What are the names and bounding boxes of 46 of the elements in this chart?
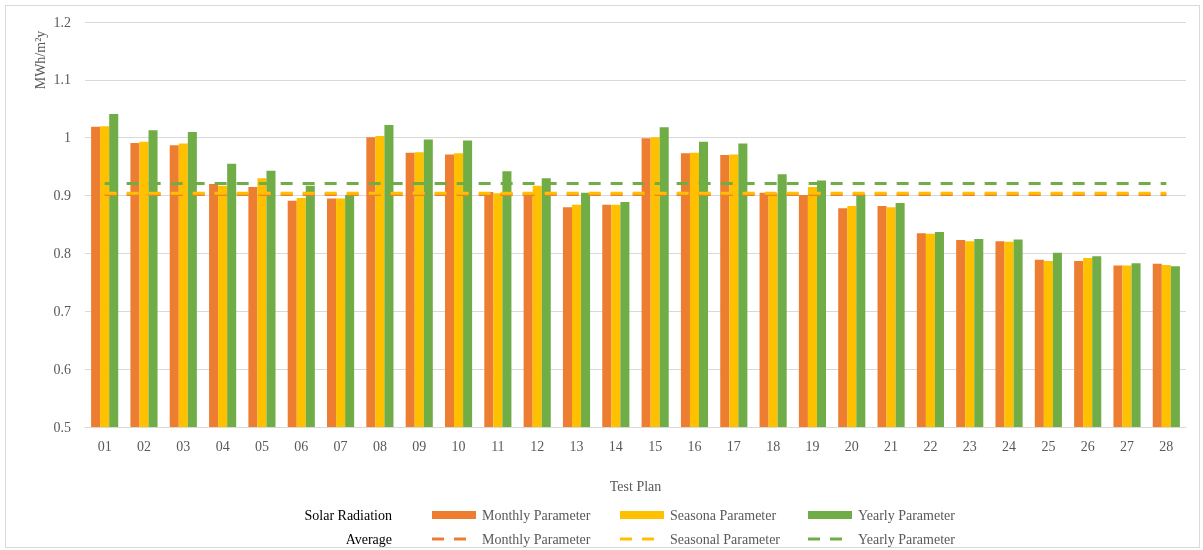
x-tick-label: 01 bbox=[97, 438, 112, 454]
x-tick-label: 04 bbox=[215, 438, 230, 454]
x-tick-label: 15 bbox=[648, 438, 663, 454]
x-tick-label: 21 bbox=[884, 438, 899, 454]
x-tick-label: 10 bbox=[451, 438, 466, 454]
x-tick-label: 18 bbox=[766, 438, 781, 454]
x-tick-label: 12 bbox=[530, 438, 545, 454]
y-tick-label: 0.6 bbox=[53, 361, 71, 377]
x-tick-label: 11 bbox=[491, 438, 505, 454]
x-tick-label: 20 bbox=[844, 438, 859, 454]
x-tick-label: 16 bbox=[687, 438, 702, 454]
x-tick-label: 25 bbox=[1041, 438, 1056, 454]
y-tick-label: 1 bbox=[64, 130, 71, 146]
x-tick-label: 22 bbox=[923, 438, 938, 454]
legend-label: Seasonal Parameter bbox=[670, 531, 781, 547]
y-tick-label: 1.1 bbox=[53, 72, 71, 88]
y-tick-label: 0.7 bbox=[53, 303, 71, 319]
legend-label: Yearly Parameter bbox=[858, 531, 956, 547]
x-tick-label: 03 bbox=[176, 438, 191, 454]
x-tick-label: 05 bbox=[254, 438, 269, 454]
y-axis-title: MWh/m²y bbox=[32, 30, 48, 90]
y-tick-label: 0.5 bbox=[53, 419, 71, 435]
x-tick-label: 23 bbox=[962, 438, 977, 454]
x-tick-label: 07 bbox=[333, 438, 348, 454]
x-tick-label: 02 bbox=[136, 438, 151, 454]
y-tick-label: 0.8 bbox=[53, 245, 71, 261]
x-tick-label: 14 bbox=[608, 438, 623, 454]
x-tick-label: 24 bbox=[1002, 438, 1017, 454]
x-tick-label: 19 bbox=[805, 438, 820, 454]
legend-label: Yearly Parameter bbox=[858, 507, 956, 523]
x-axis-title: Test Plan bbox=[609, 478, 662, 494]
x-tick-label: 28 bbox=[1159, 438, 1174, 454]
x-tick-label: 06 bbox=[294, 438, 309, 454]
x-tick-label: 09 bbox=[412, 438, 427, 454]
text: Average bbox=[345, 531, 392, 547]
x-tick-label: 13 bbox=[569, 438, 584, 454]
legend-label: Seasona Parameter bbox=[670, 507, 777, 523]
x-tick-label: 08 bbox=[372, 438, 387, 454]
x-tick-label: 27 bbox=[1120, 438, 1135, 454]
x-tick-label: 17 bbox=[726, 438, 741, 454]
legend-label: Monthly Parameter bbox=[482, 507, 591, 523]
y-tick-label: 0.9 bbox=[53, 188, 71, 204]
y-tick-label: 1.2 bbox=[53, 14, 71, 30]
legend-label: Monthly Parameter bbox=[482, 531, 591, 547]
x-tick-label: 26 bbox=[1080, 438, 1095, 454]
text: Solar Radiation bbox=[304, 507, 392, 523]
